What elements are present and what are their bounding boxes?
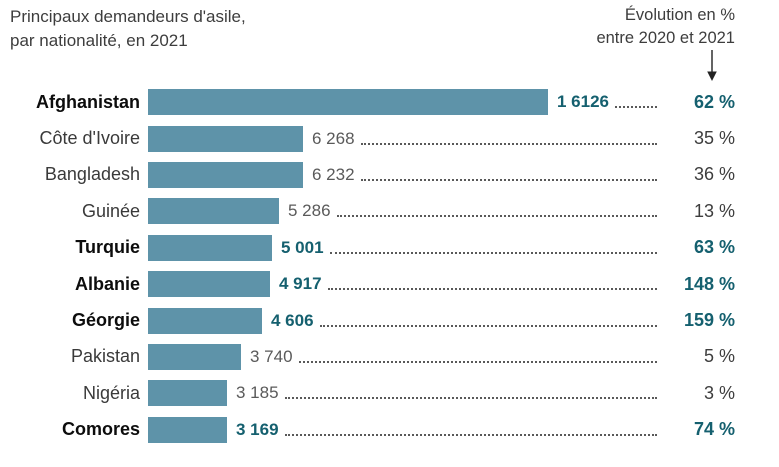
bar-row: Nigéria 3 185 3 % (0, 375, 735, 411)
evolution-value: 63 % (693, 237, 735, 258)
bar-row: Albanie 4 917 148 % (0, 266, 735, 302)
evolution-column-header: Évolution en % entre 2020 et 2021 (596, 4, 735, 50)
evolution-value: 148 % (683, 273, 735, 294)
dotted-leader-line (336, 215, 657, 218)
country-label: Albanie (74, 273, 140, 294)
value-bar (148, 161, 303, 188)
dotted-leader-line (329, 251, 657, 254)
evolution-value: 35 % (693, 128, 735, 149)
chart-title-line2: par nationalité, en 2021 (10, 31, 188, 51)
bar-row: Géorgie 4 606 159 % (0, 302, 735, 338)
value-bar (148, 125, 303, 152)
value-bar (148, 380, 227, 407)
value-bar (148, 234, 272, 261)
dotted-leader-line (615, 106, 657, 109)
value-bar (148, 416, 227, 443)
evolution-value: 36 % (693, 164, 735, 185)
evolution-value: 62 % (693, 91, 735, 112)
evolution-value: 159 % (683, 310, 735, 331)
dotted-leader-line (319, 324, 657, 327)
value-label: 3 740 (250, 346, 293, 366)
bar-row: Guinée 5 286 13 % (0, 193, 735, 229)
country-label: Guinée (81, 200, 140, 221)
dotted-leader-line (284, 433, 657, 436)
down-arrow-icon (705, 50, 719, 87)
evolution-header-line2: entre 2020 et 2021 (596, 28, 735, 47)
chart-title-line1: Principaux demandeurs d'asile, (10, 7, 246, 26)
value-label: 6 232 (312, 164, 355, 184)
value-bar (148, 343, 241, 370)
country-label: Pakistan (70, 346, 140, 367)
dotted-leader-line (284, 397, 657, 400)
value-label: 5 001 (281, 237, 324, 257)
dotted-leader-line (298, 360, 657, 363)
country-label: Comores (61, 419, 140, 440)
value-label: 3 185 (236, 383, 279, 403)
value-label: 5 286 (288, 201, 331, 221)
bar-row: Afghanistan 1 6126 62 % (0, 84, 735, 120)
bar-rows: Afghanistan 1 6126 62 % Côte d'Ivoire 6 … (0, 84, 735, 448)
dotted-leader-line (360, 142, 657, 145)
value-label: 4 917 (279, 274, 322, 294)
chart-title: Principaux demandeurs d'asile, par natio… (10, 5, 246, 53)
country-label: Géorgie (71, 310, 140, 331)
value-bar (148, 307, 262, 334)
value-label: 1 6126 (557, 92, 609, 112)
value-bar (148, 89, 548, 116)
value-label: 3 169 (236, 419, 279, 439)
bar-row: Comores 3 169 74 % (0, 412, 735, 448)
bar-row: Bangladesh 6 232 36 % (0, 157, 735, 193)
evolution-value: 13 % (693, 200, 735, 221)
bar-row: Côte d'Ivoire 6 268 35 % (0, 120, 735, 156)
dotted-leader-line (327, 288, 657, 291)
value-bar (148, 198, 279, 225)
bar-row: Pakistan 3 740 5 % (0, 339, 735, 375)
country-label: Nigéria (82, 382, 140, 403)
country-label: Côte d'Ivoire (39, 128, 141, 149)
country-label: Turquie (75, 237, 140, 258)
bar-row: Turquie 5 001 63 % (0, 230, 735, 266)
evolution-header-line1: Évolution en % (624, 6, 735, 24)
country-label: Bangladesh (44, 164, 140, 185)
dotted-leader-line (360, 178, 657, 181)
evolution-value: 3 % (703, 382, 735, 403)
value-label: 4 606 (271, 310, 314, 330)
evolution-value: 5 % (703, 346, 735, 367)
value-bar (148, 271, 270, 298)
value-label: 6 268 (312, 128, 355, 148)
country-label: Afghanistan (35, 91, 140, 112)
evolution-value: 74 % (693, 419, 735, 440)
